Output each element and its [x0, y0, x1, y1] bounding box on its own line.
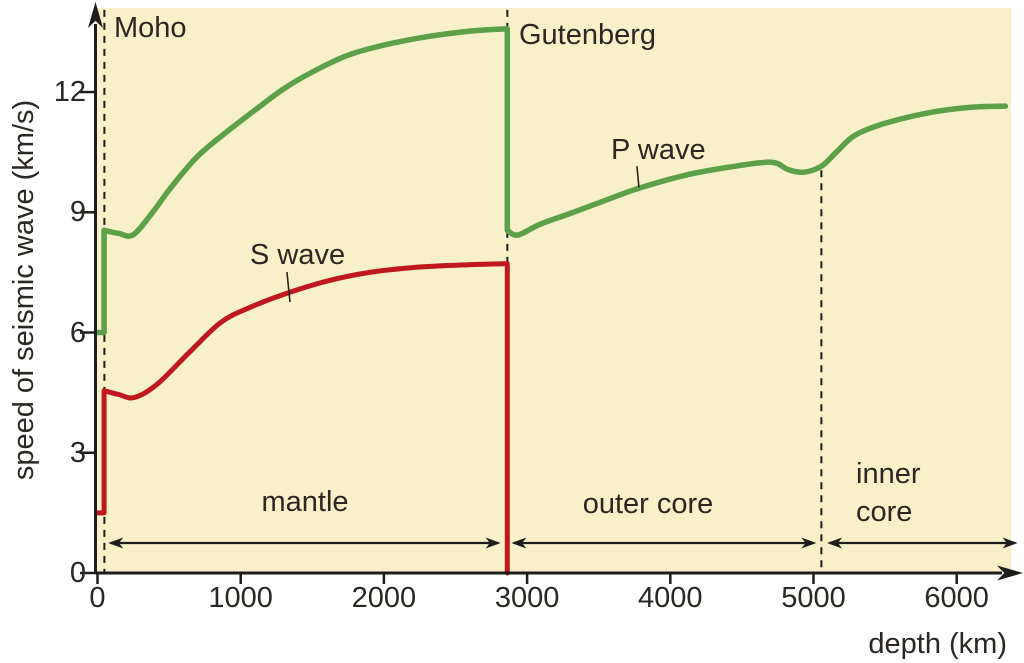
y-tick-label: 6 [69, 316, 86, 349]
x-axis-title: depth (km) [868, 628, 1007, 660]
plot-area-background [97, 8, 1011, 573]
mantle-region-label: mantle [261, 486, 349, 518]
x-tick-label: 4000 [638, 582, 703, 614]
x-tick-label: 5000 [781, 582, 846, 614]
x-axis-arrowhead-icon [997, 565, 1023, 581]
s-wave-curve [95, 261, 510, 576]
s-wave-pointer-line [286, 271, 291, 303]
y-tick-label: 0 [69, 557, 86, 589]
outer-core-region-label: outer core [582, 488, 714, 520]
gutenberg-boundary-label: Gutenberg [519, 19, 657, 51]
x-tick-label: 6000 [924, 582, 989, 614]
inner-core-region-label: inner core [856, 458, 921, 528]
x-tick-label: 1000 [208, 582, 273, 614]
p-wave-curve [94, 25, 1009, 336]
s-wave-series-label: S wave [250, 239, 346, 271]
y-tick-label: 3 [69, 436, 86, 469]
moho-boundary-label: Moho [114, 12, 187, 44]
p-wave-pointer-line [636, 166, 640, 188]
x-tick-label: 2000 [351, 582, 417, 614]
y-tick-label: 9 [69, 196, 86, 229]
y-tick-label: 12 [53, 76, 86, 109]
x-tick-label: 3000 [494, 582, 560, 614]
x-tick-label: 0 [89, 582, 106, 614]
p-wave-series-label: P wave [611, 134, 706, 166]
y-axis-arrowhead-icon [88, 2, 103, 28]
